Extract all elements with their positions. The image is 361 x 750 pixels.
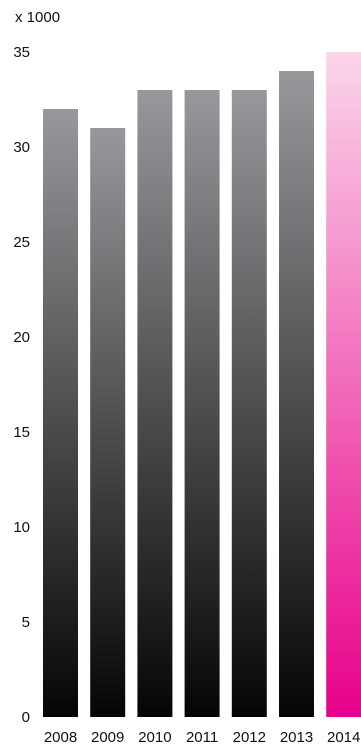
x-tick-label-2008: 2008 <box>44 729 77 746</box>
y-tick-label-35: 35 <box>13 44 30 61</box>
x-tick-label-2010: 2010 <box>138 729 171 746</box>
x-tick-label-2009: 2009 <box>91 729 124 746</box>
x-tick-label-2014: 2014 <box>327 729 360 746</box>
bar-2013 <box>279 71 314 717</box>
y-axis: 0 5 10 15 20 25 30 35 <box>13 44 30 726</box>
bar-2012 <box>231 90 267 717</box>
y-tick-label-15: 15 <box>13 424 30 441</box>
bar-2008 <box>43 109 78 717</box>
bar-2009 <box>90 128 126 717</box>
y-tick-label-10: 10 <box>13 519 30 536</box>
y-axis-unit-label: x 1000 <box>15 9 61 26</box>
bar-2014 <box>326 52 361 717</box>
x-tick-label-2012: 2012 <box>233 729 266 746</box>
x-tick-label-2011: 2011 <box>186 729 218 746</box>
y-tick-label-5: 5 <box>22 614 30 631</box>
y-tick-label-30: 30 <box>13 139 30 156</box>
y-tick-label-0: 0 <box>22 709 30 726</box>
bars <box>43 52 361 717</box>
bar-2011 <box>184 90 220 717</box>
bar-2010 <box>137 90 173 717</box>
x-axis: 2008 2009 2010 2011 2012 2013 2014 <box>44 729 361 746</box>
y-tick-label-25: 25 <box>13 234 30 251</box>
x-tick-label-2013: 2013 <box>280 729 313 746</box>
y-tick-label-20: 20 <box>13 329 30 346</box>
